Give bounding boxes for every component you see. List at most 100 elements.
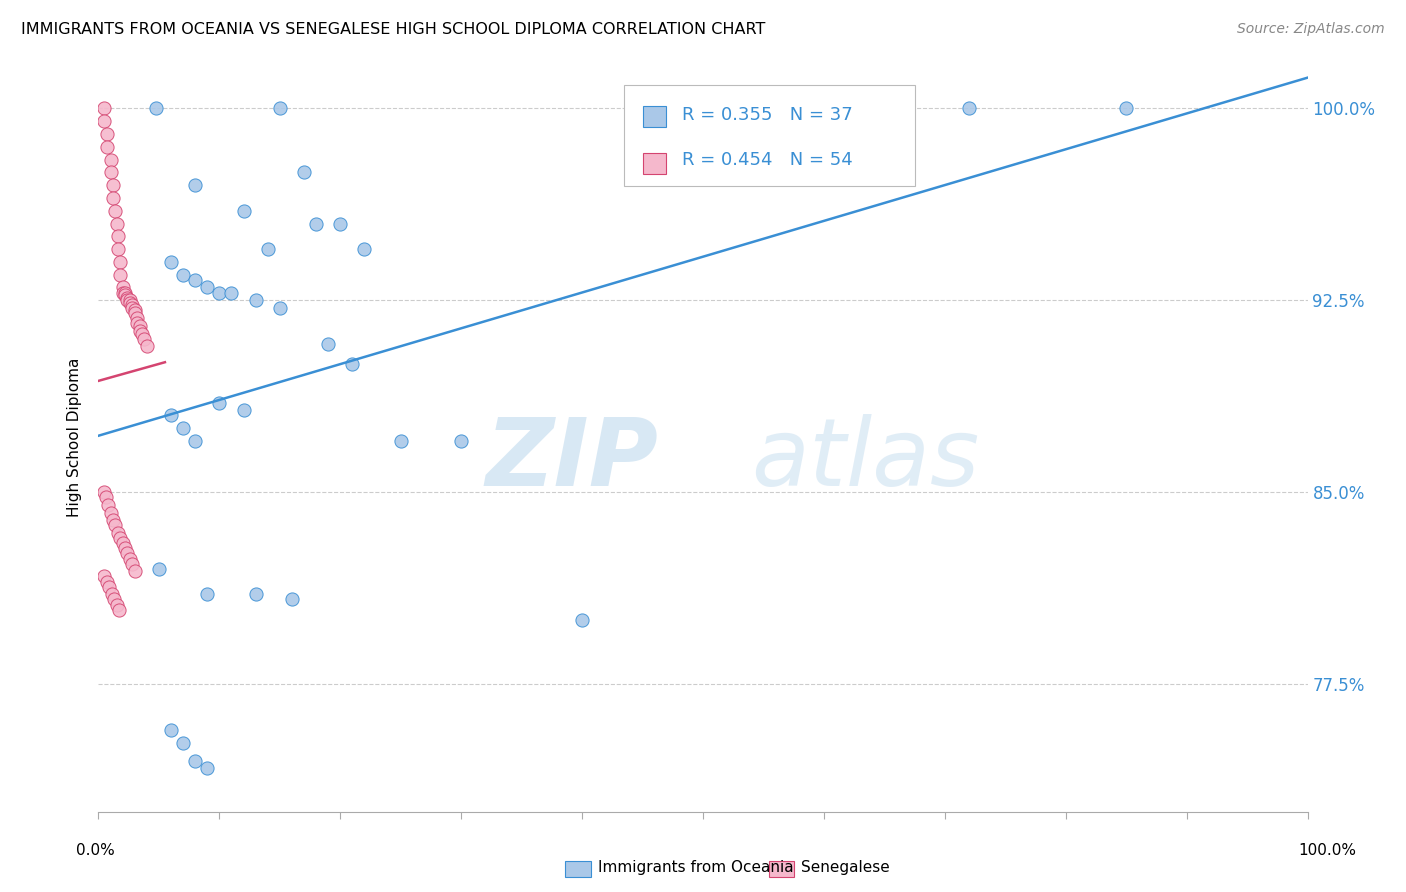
Text: IMMIGRANTS FROM OCEANIA VS SENEGALESE HIGH SCHOOL DIPLOMA CORRELATION CHART: IMMIGRANTS FROM OCEANIA VS SENEGALESE HI… (21, 22, 765, 37)
Text: Immigrants from Oceania: Immigrants from Oceania (598, 861, 793, 875)
Point (184, 434, 207, 448)
Point (111, 280, 134, 294)
Text: R = 0.454   N = 54: R = 0.454 N = 54 (682, 151, 853, 169)
Point (117, 293, 139, 308)
Point (111, 285, 134, 300)
Point (108, 531, 131, 545)
Point (195, 280, 218, 294)
Point (107, 242, 129, 256)
Point (232, 403, 254, 417)
Point (184, 178, 207, 193)
Point (128, 324, 150, 338)
Text: R = 0.355   N = 37: R = 0.355 N = 37 (682, 106, 853, 124)
Point (121, 301, 143, 315)
Point (269, 102, 291, 116)
Point (114, 285, 136, 300)
Point (108, 268, 131, 282)
Point (127, 311, 149, 326)
Text: 100.0%: 100.0% (1298, 843, 1357, 858)
Point (305, 217, 328, 231)
Point (93, 485, 115, 500)
Point (100, 506, 122, 520)
Point (101, 513, 124, 527)
Point (172, 421, 194, 435)
Point (108, 255, 131, 269)
Point (101, 191, 124, 205)
Point (124, 306, 146, 320)
Point (329, 217, 352, 231)
Point (105, 217, 128, 231)
Point (571, 613, 593, 627)
Point (184, 273, 207, 287)
Point (105, 598, 128, 612)
Point (104, 203, 127, 218)
Point (128, 318, 150, 333)
Point (957, 102, 980, 116)
Point (269, 301, 291, 315)
Point (389, 434, 412, 448)
Bar (643, 153, 666, 174)
Point (96, 574, 118, 589)
Point (101, 178, 124, 193)
Point (121, 557, 143, 571)
FancyBboxPatch shape (624, 85, 915, 186)
Text: Senegalese: Senegalese (801, 861, 890, 875)
Point (195, 587, 218, 601)
Point (148, 562, 170, 576)
Point (342, 357, 364, 371)
Point (245, 293, 267, 308)
Text: atlas: atlas (751, 414, 980, 505)
Point (160, 723, 183, 737)
Point (353, 242, 375, 256)
Point (117, 291, 139, 305)
Point (93, 114, 115, 128)
Point (114, 541, 136, 556)
Point (131, 326, 153, 341)
Point (292, 165, 315, 179)
Bar (643, 106, 666, 128)
Point (195, 761, 218, 775)
Point (160, 409, 183, 423)
Point (100, 153, 122, 167)
Point (124, 565, 146, 579)
Point (107, 229, 129, 244)
Point (208, 395, 231, 409)
Point (93, 102, 115, 116)
Point (108, 603, 131, 617)
Point (127, 316, 149, 330)
Point (118, 551, 141, 566)
Point (135, 339, 157, 353)
Point (100, 587, 122, 601)
Point (121, 298, 143, 312)
Point (100, 165, 122, 179)
Point (172, 736, 194, 750)
Point (145, 102, 167, 116)
Point (160, 255, 183, 269)
Point (124, 303, 146, 318)
Point (96, 140, 118, 154)
Point (232, 203, 254, 218)
Point (281, 592, 304, 607)
Point (208, 285, 231, 300)
Point (316, 336, 339, 351)
Point (107, 526, 129, 541)
Point (1115, 102, 1137, 116)
Point (93, 569, 115, 583)
Point (97, 498, 120, 512)
Point (134, 332, 156, 346)
Point (450, 434, 472, 448)
Text: 0.0%: 0.0% (76, 843, 115, 858)
Point (111, 536, 134, 550)
Point (103, 592, 125, 607)
Text: ZIP: ZIP (485, 414, 658, 506)
Point (96, 127, 118, 141)
Text: Source: ZipAtlas.com: Source: ZipAtlas.com (1237, 22, 1385, 37)
Point (98, 580, 121, 594)
Point (117, 546, 139, 560)
Y-axis label: High School Diploma: High School Diploma (67, 358, 83, 516)
Point (118, 295, 141, 310)
Point (172, 268, 194, 282)
Point (104, 518, 127, 533)
Point (245, 587, 267, 601)
Point (114, 288, 136, 302)
